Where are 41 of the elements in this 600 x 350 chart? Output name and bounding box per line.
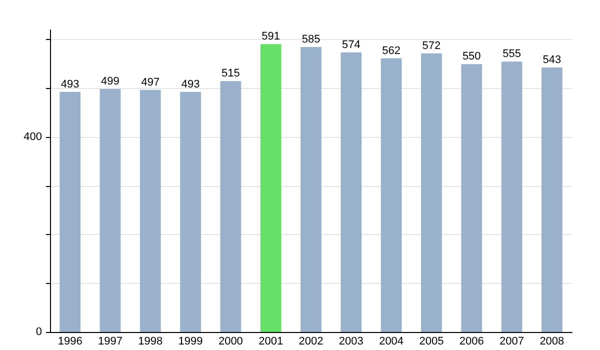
x-tick-label: 2006 [459, 336, 484, 348]
bar [60, 92, 81, 332]
data-label: 493 [60, 78, 80, 90]
x-tick-label: 2008 [540, 336, 564, 348]
data-label: 591 [262, 30, 280, 43]
bar [380, 58, 402, 332]
bar [541, 68, 562, 332]
bar [100, 88, 121, 332]
bar [340, 52, 362, 332]
x-tick-label: 2005 [419, 336, 444, 348]
y-tick-label: 0 [36, 326, 42, 338]
x-tick-label: 2001 [258, 336, 284, 348]
x-tick-label: 2003 [338, 336, 364, 348]
bar [421, 53, 442, 332]
data-label: 515 [222, 68, 240, 80]
data-label: 572 [422, 40, 441, 52]
bar [461, 64, 482, 332]
x-tick-label: 2007 [500, 336, 524, 348]
data-label: 497 [141, 76, 160, 88]
bar [300, 47, 322, 332]
x-tick-label: 1998 [138, 336, 163, 348]
data-label: 550 [462, 50, 481, 63]
x-tick-label: 2000 [218, 336, 243, 348]
data-label: 585 [302, 34, 320, 46]
x-tick-label: 1997 [98, 336, 122, 348]
data-label: 499 [101, 75, 120, 88]
data-label: 543 [542, 54, 562, 66]
data-label: 562 [382, 44, 400, 57]
bar [501, 62, 522, 332]
bar [140, 90, 161, 332]
x-tick-label: 1996 [58, 336, 82, 348]
x-tick-label: 2002 [298, 336, 324, 348]
x-tick-label: 1999 [178, 336, 203, 348]
data-label: 574 [342, 38, 360, 51]
x-tick-label: 2004 [379, 336, 404, 348]
bar [180, 92, 201, 332]
bar [220, 81, 242, 332]
data-label: 493 [181, 78, 200, 90]
y-tick-label: 400 [24, 131, 42, 144]
data-label: 555 [502, 48, 521, 60]
bar [260, 44, 282, 332]
